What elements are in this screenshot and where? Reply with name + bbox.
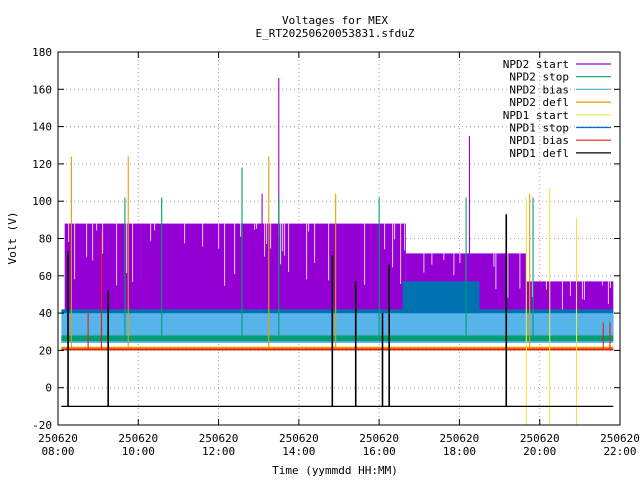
x-tick-time: 14:00 [282, 445, 315, 458]
y-tick-label: 180 [32, 46, 52, 59]
y-tick-label: 160 [32, 83, 52, 96]
x-tick-date: 250620 [440, 432, 480, 445]
series-npd2-defl [61, 156, 614, 349]
x-tick-date: 250620 [118, 432, 158, 445]
legend-label: NPD1 start [503, 109, 569, 122]
x-tick-date: 250620 [520, 432, 560, 445]
x-tick-time: 10:00 [122, 445, 155, 458]
x-axis: 25062008:0025062010:0025062012:002506201… [38, 52, 640, 458]
chart-title: Voltages for MEX [282, 14, 388, 27]
series-band [61, 346, 614, 349]
legend-label: NPD2 stop [509, 71, 569, 84]
x-tick-time: 12:00 [202, 445, 235, 458]
y-tick-label: 140 [32, 121, 52, 134]
x-tick-date: 250620 [359, 432, 399, 445]
legend-label: NPD1 defl [509, 147, 569, 160]
x-tick-time: 16:00 [363, 445, 396, 458]
y-tick-label: 20 [39, 344, 52, 357]
x-tick-date: 250620 [600, 432, 640, 445]
y-axis-label: Volt (V) [6, 212, 19, 265]
series-band [61, 348, 614, 351]
y-axis: -20 0 20 40 60 80 100 120 140 160 180 [32, 46, 620, 432]
legend-label: NPD1 bias [509, 134, 569, 147]
y-tick-label: 60 [39, 270, 52, 283]
y-tick-label: -20 [32, 419, 52, 432]
legend-label: NPD1 stop [509, 122, 569, 135]
y-tick-label: 40 [39, 307, 52, 320]
series-npd1-start [525, 188, 578, 425]
y-tick-label: 80 [39, 233, 52, 246]
x-tick-time: 20:00 [523, 445, 556, 458]
x-tick-date: 250620 [199, 432, 239, 445]
y-tick-label: 100 [32, 195, 52, 208]
y-tick-label: 0 [45, 382, 52, 395]
series-band [61, 309, 614, 314]
x-tick-date: 250620 [279, 432, 319, 445]
legend-label: NPD2 start [503, 58, 569, 71]
legend-label: NPD2 bias [509, 83, 569, 96]
plot-area [61, 78, 614, 425]
chart-subtitle: E_RT20250620053831.sfduZ [256, 27, 415, 40]
series-band [402, 281, 480, 314]
series-npd2-stop [61, 167, 614, 342]
x-tick-time: 18:00 [443, 445, 476, 458]
x-tick-time: 08:00 [41, 445, 74, 458]
x-tick-date: 250620 [38, 432, 78, 445]
x-axis-label: Time (yymmdd HH:MM) [272, 464, 398, 477]
legend-label: NPD2 defl [509, 96, 569, 109]
series-npd1-defl [61, 214, 614, 407]
series-npd1-stop [61, 281, 614, 314]
y-tick-label: 120 [32, 158, 52, 171]
x-tick-time: 22:00 [603, 445, 636, 458]
series-band [61, 335, 614, 342]
series-npd1-bias [61, 232, 614, 351]
